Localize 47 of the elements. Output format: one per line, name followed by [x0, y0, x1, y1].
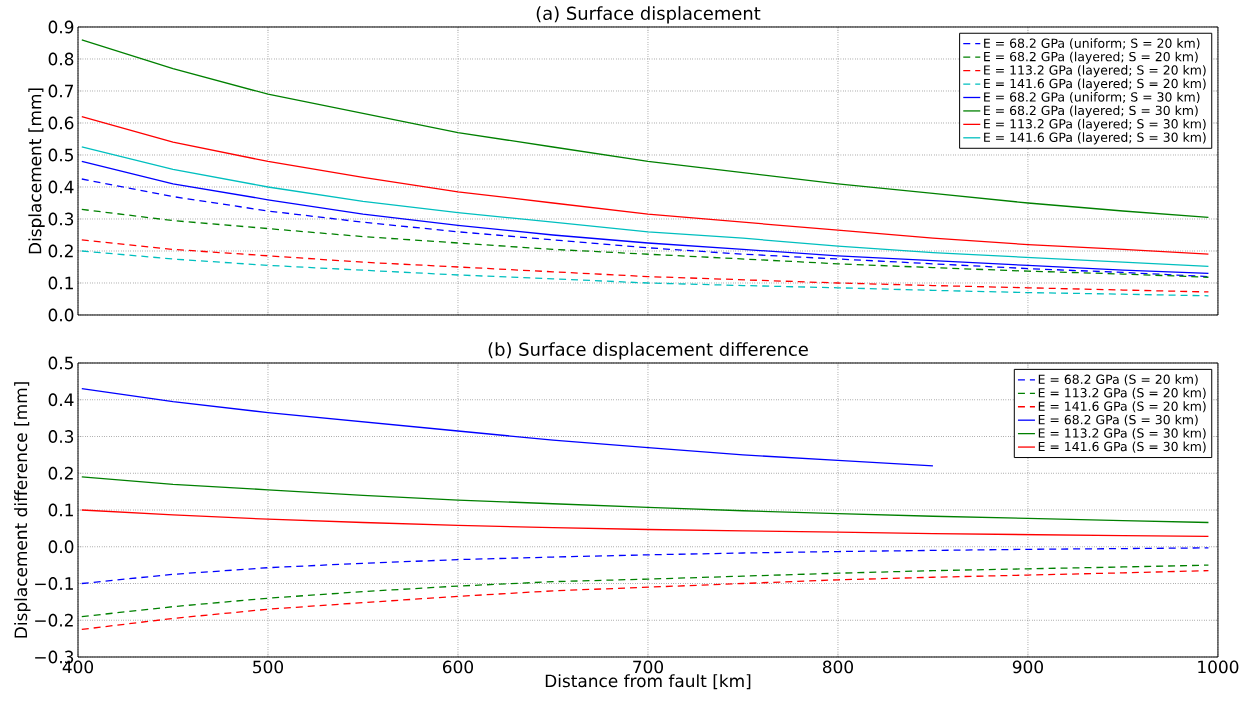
x-axis-title: Distance from fault [km]: [545, 674, 751, 690]
legend-label: E = 68.2 GPa (uniform; S = 20 km): [984, 38, 1200, 50]
legend-label: E = 113.2 GPa (layered; S = 20 km): [984, 65, 1206, 78]
legend-label: E = 141.6 GPa (S = 30 km): [1038, 441, 1206, 453]
y-tick-label: 0.0: [48, 308, 74, 322]
y-tick-label: 0.2: [48, 244, 73, 258]
line-series: [81, 564, 1210, 618]
legend-label: E = 68.2 GPa (uniform; S = 30 km): [984, 92, 1200, 104]
legend-label: E = 68.2 GPa (S = 30 km): [1038, 414, 1198, 426]
line-series: [81, 547, 1210, 585]
legend-label: E = 141.6 GPa (layered; S = 20 km): [984, 78, 1206, 91]
x-tick-label: 1000: [1198, 660, 1239, 674]
y-axis-title: Displacement difference [mm]: [14, 382, 31, 638]
y-tick-label: 0.0: [48, 540, 74, 554]
y-tick-label: 0.1: [48, 276, 73, 290]
legend-label: E = 68.2 GPa (layered; S = 30 km): [984, 105, 1198, 118]
y-tick-label: 0.4: [48, 180, 74, 194]
y-tick-label: 0.1: [48, 503, 73, 517]
y-tick-label: 0.5: [48, 356, 73, 370]
y-tick-label: −0.2: [35, 613, 73, 627]
legend-label: E = 68.2 GPa (layered; S = 20 km): [984, 51, 1198, 64]
x-tick-label: 500: [253, 660, 284, 674]
y-tick-label: 0.8: [48, 52, 74, 66]
legend-label: E = 113.2 GPa (S = 20 km): [1038, 387, 1206, 399]
y-axis-title: Displacement [mm]: [28, 88, 45, 254]
y-tick-label: 0.3: [48, 212, 74, 226]
legend-label: E = 141.6 GPa (layered; S = 30 km): [984, 132, 1206, 145]
x-tick-label: 700: [633, 660, 664, 674]
y-tick-label: 0.6: [48, 116, 74, 130]
x-tick-label: 900: [1012, 660, 1043, 674]
chart-title: (a) Surface displacement: [536, 6, 761, 24]
legend-label: E = 141.6 GPa (S = 20 km): [1038, 401, 1206, 413]
y-tick-label: 0.3: [48, 430, 74, 443]
line-series: [81, 476, 1210, 524]
y-tick-label: 0.4: [48, 393, 74, 407]
x-tick-label: 600: [443, 660, 474, 674]
chart-title: (b) Surface displacement difference: [488, 342, 808, 360]
y-tick-label: 0.9: [48, 20, 74, 34]
line-series: [81, 160, 1210, 275]
y-tick-label: 0.2: [48, 466, 73, 480]
x-tick-label: 800: [822, 660, 853, 674]
y-tick-label: 0.5: [48, 148, 73, 162]
y-tick-label: 0.7: [48, 84, 74, 98]
legend-label: E = 68.2 GPa (S = 20 km): [1038, 374, 1198, 386]
legend-label: E = 113.2 GPa (layered; S = 30 km): [984, 118, 1206, 131]
legend-label: E = 113.2 GPa (S = 30 km): [1038, 428, 1206, 440]
y-tick-label: −0.1: [35, 577, 73, 590]
